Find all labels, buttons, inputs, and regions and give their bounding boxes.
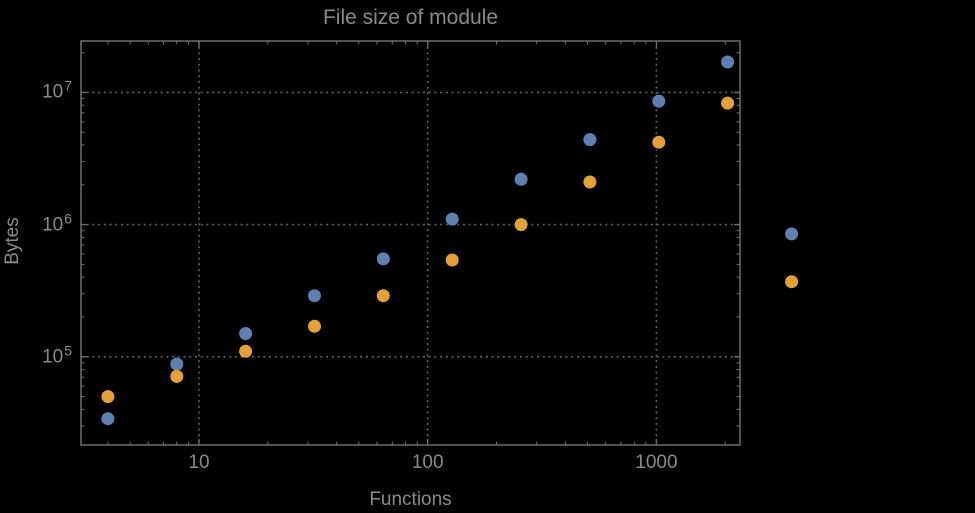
data-point [308,319,321,333]
series-blue [101,55,799,426]
data-point [721,55,735,69]
y-tick-label: 107 [42,77,72,103]
data-point [101,390,115,404]
data-point [170,369,184,383]
data-point [514,218,528,232]
plot-frame [80,40,741,446]
y-tick-label: 106 [42,210,72,236]
x-tick-label: 1000 [635,452,678,473]
x-tick-label: 10 [188,452,210,473]
data-point [583,133,597,147]
data-point [376,289,390,303]
data-point [514,172,528,186]
data-point [583,175,597,189]
chart-title: File size of module [322,6,499,29]
data-point [785,227,799,241]
x-axis-label: Functions [369,489,452,510]
data-point [445,253,459,267]
series-orange [101,96,799,404]
data-point [652,94,666,108]
data-point [101,412,115,426]
data-point [376,252,390,266]
x-tick-label: 100 [411,452,444,473]
data-point [652,135,666,149]
y-tick-label: 105 [42,342,72,368]
data-point [721,96,735,110]
data-point [170,357,184,371]
axis-ticks [81,41,740,445]
data-point [785,275,799,289]
data-point [239,327,253,340]
gridlines [81,41,740,445]
data-point [308,289,321,303]
data-point [239,344,253,358]
data-point [445,212,459,226]
